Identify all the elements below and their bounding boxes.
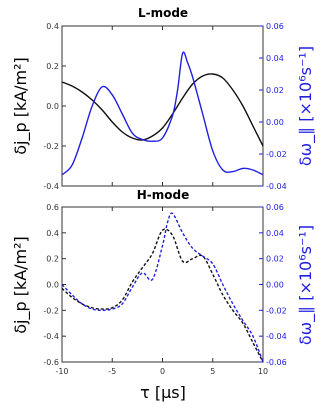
x-tick-label: -10 <box>55 367 68 376</box>
y-axis-label-right-h-mode: δω_∥ [×10⁶s⁻¹] <box>296 225 316 345</box>
y-tick-label-right: 0.04 <box>266 54 284 63</box>
series-group-h-mode <box>61 212 264 363</box>
y-tick-label-left: 0.0 <box>46 281 59 290</box>
panel-l-mode: L-mode -0.4 -0.2 0.0 0.2 0.4 -0.04 -0.02 0.00 0… <box>11 6 316 191</box>
y-tick-label-left: 0.4 <box>46 22 59 31</box>
y-tick-label-right: 0.02 <box>266 255 284 264</box>
y-tick-label-left: -0.2 <box>43 142 59 151</box>
series-group-l-mode <box>61 51 264 176</box>
y-tick-label-right: -0.02 <box>266 306 287 315</box>
y-tick-label-left: 0.2 <box>46 255 59 264</box>
y-tick-label-left: -0.2 <box>43 306 59 315</box>
chart-title-l-mode: L-mode <box>138 6 188 20</box>
x-tick-label: 10 <box>258 367 268 376</box>
y-ticks-left-l-mode: -0.4 -0.2 0.0 0.2 0.4 <box>43 22 66 191</box>
x-ticks-l-mode <box>61 26 264 186</box>
y-tick-label-right: -0.06 <box>266 358 287 367</box>
series-line-right-axis-h-mode <box>61 212 264 363</box>
y-tick-label-right: 0.06 <box>266 22 284 31</box>
chart-title-h-mode: H-mode <box>137 188 190 202</box>
x-axis-label: τ [μs] <box>140 383 186 402</box>
x-ticks-h-mode: -10 -5 0 5 10 <box>55 207 268 376</box>
y-tick-label-right: -0.02 <box>266 150 287 159</box>
y-tick-label-right: 0.02 <box>266 86 284 95</box>
y-ticks-right-l-mode: -0.04 -0.02 0.00 0.02 0.04 0.06 <box>259 22 287 191</box>
series-line-right-axis-l-mode <box>61 51 264 176</box>
y-ticks-right-h-mode: -0.06 -0.04 -0.02 0.00 0.02 0.04 0.06 <box>259 203 287 367</box>
y-tick-label-right: -0.04 <box>266 332 287 341</box>
y-axis-label-right-l-mode: δω_∥ [×10⁶s⁻¹] <box>296 46 316 166</box>
y-tick-label-left: -0.6 <box>43 358 59 367</box>
y-axis-label-left-h-mode: δj_p [kA/m²] <box>11 236 31 334</box>
y-tick-label-left: 0.6 <box>46 203 59 212</box>
y-tick-label-left: 0.2 <box>46 62 59 71</box>
y-tick-label-right: 0.06 <box>266 203 284 212</box>
y-axis-label-left-l-mode: δj_p [kA/m²] <box>11 57 31 155</box>
y-tick-label-right: 0.04 <box>266 229 284 238</box>
series-line-left-axis-h-mode <box>61 228 264 363</box>
y-tick-label-left: -0.4 <box>43 332 59 341</box>
series-line-left-axis-l-mode <box>61 73 264 147</box>
x-tick-label: 5 <box>210 367 215 376</box>
y-tick-label-left: 0.0 <box>46 102 59 111</box>
y-ticks-left-h-mode: -0.6 -0.4 -0.2 0.0 0.2 0.4 0.6 <box>43 203 66 367</box>
y-tick-label-right: 0.00 <box>266 118 284 127</box>
x-tick-label: 0 <box>160 367 165 376</box>
y-tick-label-left: 0.4 <box>46 229 59 238</box>
x-tick-label: -5 <box>108 367 116 376</box>
y-tick-label-right: -0.04 <box>266 182 287 191</box>
y-tick-label-left: -0.4 <box>43 182 59 191</box>
y-tick-label-right: 0.00 <box>266 281 284 290</box>
panel-h-mode: H-mode -0.6-0.4-0.20.00.20.40.6 -0.06-0.… <box>11 188 316 402</box>
